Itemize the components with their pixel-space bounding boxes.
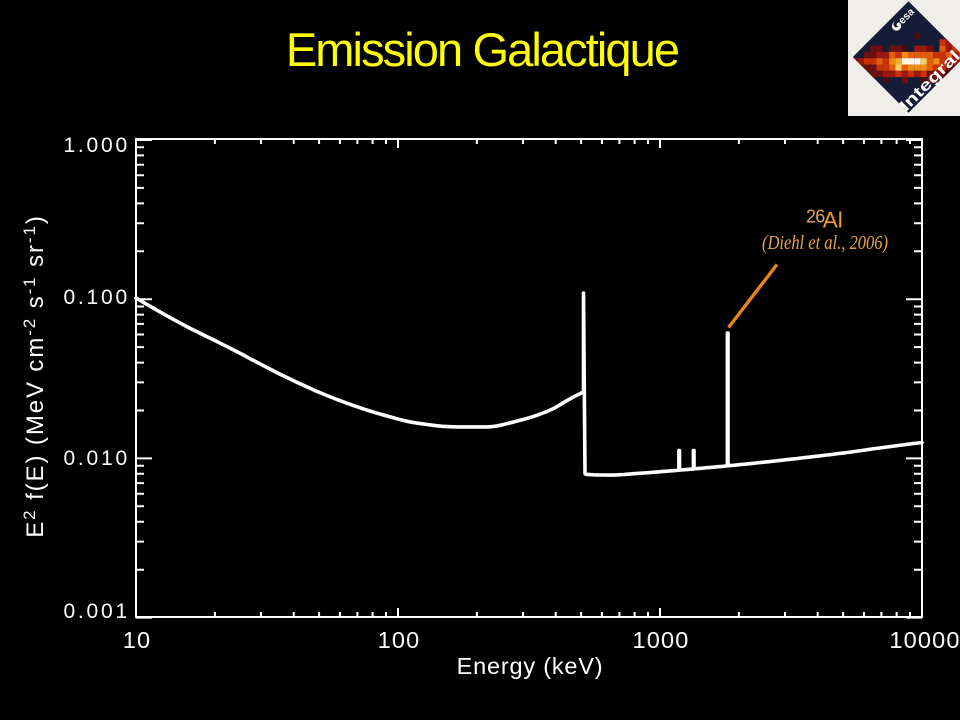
svg-text:10: 10 [123, 627, 152, 653]
svg-text:(Diehl et al., 2006): (Diehl et al., 2006) [762, 233, 888, 254]
svg-text:1.000: 1.000 [63, 134, 130, 157]
svg-text:100: 100 [378, 627, 421, 653]
svg-text:26: 26 [806, 207, 825, 227]
svg-text:Energy (keV): Energy (keV) [457, 653, 604, 679]
svg-text:10000: 10000 [889, 627, 960, 653]
svg-text:0.001: 0.001 [63, 600, 130, 623]
svg-text:1000: 1000 [632, 627, 689, 653]
svg-text:E2 f(E) (MeV cm-2 s-1 sr-1): E2 f(E) (MeV cm-2 s-1 sr-1) [20, 214, 49, 538]
svg-text:Al: Al [823, 207, 843, 232]
svg-text:0.100: 0.100 [63, 286, 130, 309]
svg-text:0.010: 0.010 [63, 447, 130, 470]
